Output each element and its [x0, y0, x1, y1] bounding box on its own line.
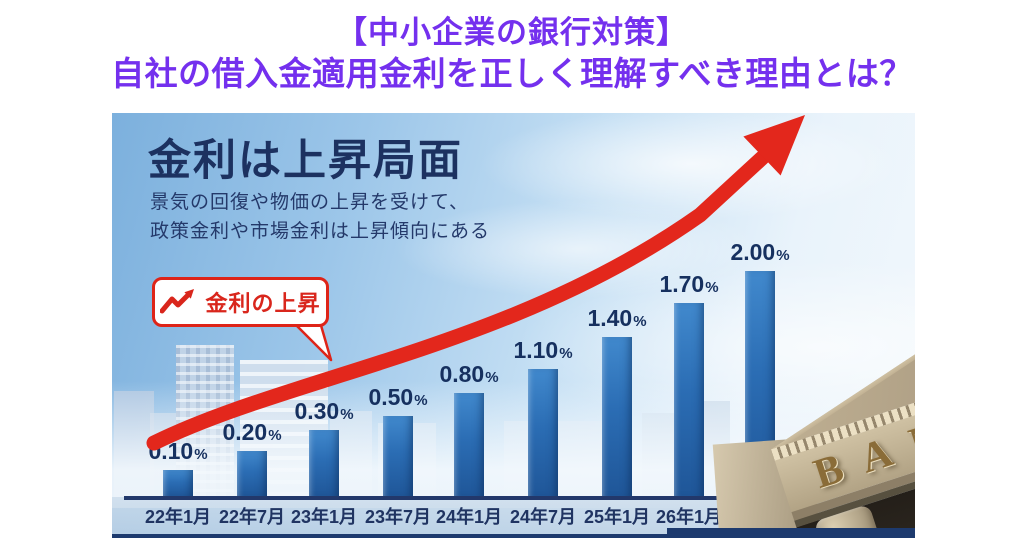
x-axis-label: 23年7月 — [364, 507, 432, 527]
bar — [602, 337, 632, 497]
page-title-line2: 自社の借入金適用金利を正しく理解すべき理由とは？ — [111, 55, 913, 92]
bar — [528, 369, 558, 497]
bar-value-label: 1.40% — [587, 305, 647, 331]
page-title-line1: 【中小企業の銀行対策】 — [336, 15, 688, 50]
bar — [237, 451, 267, 497]
bar-value-label: 0.20% — [222, 419, 282, 445]
bottom-band — [112, 534, 915, 538]
x-axis-label: 25年1月 — [583, 507, 651, 527]
trend-arrow-head — [743, 115, 805, 176]
trend-up-arrow-icon — [160, 289, 195, 314]
bottom-band-right — [667, 528, 915, 538]
bar — [163, 470, 193, 497]
infographic-subtext-line1: 景気の回復や物価の上昇を受けて、 — [150, 192, 470, 213]
interest-rate-bar-chart: 0.10% 22年1月 0.20% 22年7月 0.30% 23年1月 0.50% 23年7月… — [112, 113, 915, 538]
chart-axis-line — [124, 496, 736, 500]
callout-bubble: 金利の上昇 — [152, 277, 329, 327]
bar-value-label: 0.30% — [294, 398, 354, 424]
x-axis-label: 22年7月 — [218, 507, 286, 527]
x-axis-label: 26年1月 — [655, 507, 723, 527]
bar — [383, 416, 413, 497]
infographic-subtext-line2: 政策金利や市場金利は上昇傾向にある — [150, 221, 491, 242]
page-title: 【中小企業の銀行対策】 自社の借入金適用金利を正しく理解すべき理由とは？ — [0, 12, 1024, 94]
x-axis-label: 24年1月 — [435, 507, 503, 527]
bar-value-label: 2.00% — [730, 239, 790, 265]
x-axis-label: 22年1月 — [144, 507, 212, 527]
bar — [674, 303, 704, 497]
bar-value-label: 0.80% — [439, 361, 499, 387]
infographic-heading: 金利は上昇局面 — [148, 137, 463, 185]
bar — [309, 430, 339, 497]
x-axis-label: 24年7月 — [509, 507, 577, 527]
bar — [454, 393, 484, 497]
infographic-image: 0.10% 22年1月 0.20% 22年7月 0.30% 23年1月 0.50% 23年7月… — [112, 113, 915, 538]
bar-value-label: 1.70% — [659, 271, 719, 297]
bar-value-label: 0.50% — [368, 384, 428, 410]
trend-arrow-shaft — [146, 150, 770, 451]
bar-value-label: 1.10% — [513, 337, 573, 363]
x-axis-label: 23年1月 — [290, 507, 358, 527]
callout-label: 金利の上昇 — [205, 291, 321, 316]
